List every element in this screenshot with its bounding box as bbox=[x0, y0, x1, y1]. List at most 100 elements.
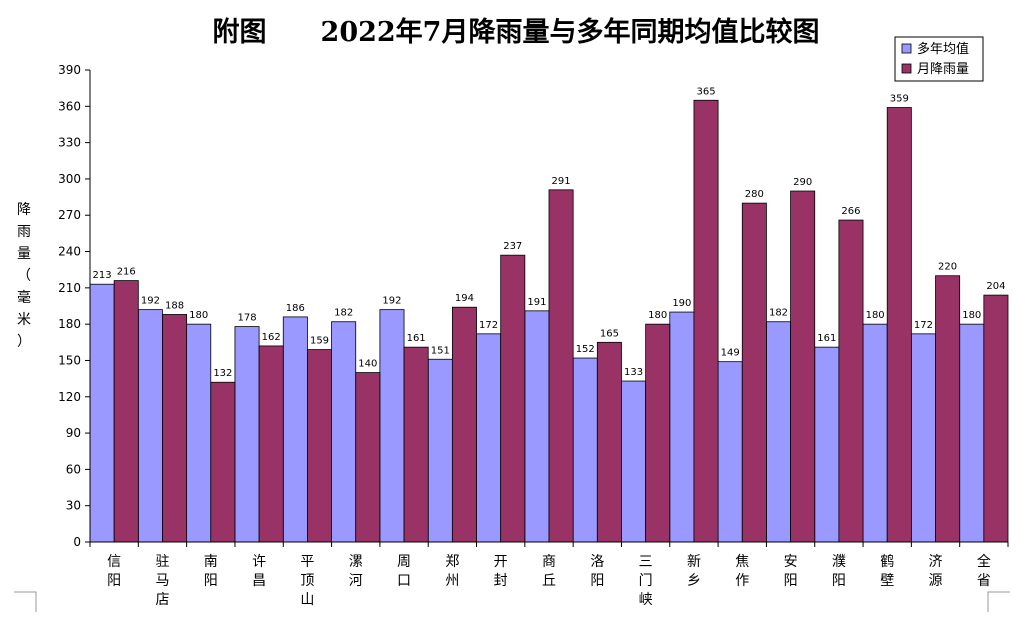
y-axis-label-char: 毫 bbox=[17, 289, 31, 306]
category-label: 信阳 bbox=[107, 554, 121, 589]
bar-avg bbox=[89, 283, 115, 543]
bar-avg bbox=[331, 321, 357, 543]
bar-month bbox=[307, 349, 332, 543]
category-label: 济源 bbox=[929, 554, 943, 589]
y-axis-label-char: 量 bbox=[17, 246, 31, 262]
bars bbox=[89, 99, 1009, 543]
y-tick-label: 360 bbox=[58, 99, 81, 113]
y-tick-label: 30 bbox=[66, 499, 81, 513]
category-label: 焦作 bbox=[735, 554, 749, 589]
category-label: 漯河 bbox=[349, 554, 363, 589]
bar-avg bbox=[766, 321, 791, 543]
y-axis-ticks: 0 30 60 90 120 150 180 210 240 270 300 330 360 390 bbox=[58, 63, 81, 549]
data-label: 180 bbox=[866, 310, 885, 321]
data-label: 180 bbox=[189, 310, 208, 321]
bar-month bbox=[113, 280, 139, 543]
y-tick-label: 120 bbox=[58, 390, 81, 404]
bar-month bbox=[693, 99, 719, 543]
data-label: 216 bbox=[117, 267, 136, 278]
bar-month bbox=[451, 306, 477, 543]
y-tick-label: 240 bbox=[58, 245, 81, 259]
category-label: 三门峡 bbox=[639, 554, 653, 608]
bar-avg bbox=[476, 333, 502, 543]
y-axis-label-char: 米 bbox=[17, 312, 31, 328]
bar-month bbox=[983, 294, 1009, 543]
data-label: 182 bbox=[334, 308, 353, 319]
data-label: 280 bbox=[745, 189, 764, 200]
category-label: 濮阳 bbox=[832, 554, 846, 589]
data-label: 162 bbox=[262, 332, 281, 343]
bar-avg bbox=[234, 326, 260, 543]
legend: 多年均值 月降雨量 bbox=[894, 36, 984, 82]
data-label: 192 bbox=[382, 296, 401, 307]
data-label: 291 bbox=[552, 176, 571, 187]
y-tick-label: 0 bbox=[73, 535, 81, 549]
data-label: 172 bbox=[914, 320, 933, 331]
y-tick-label: 300 bbox=[58, 172, 81, 186]
y-axis-label-char: ） bbox=[17, 334, 31, 350]
data-label: 266 bbox=[841, 206, 860, 217]
category-label: 许昌 bbox=[252, 554, 266, 589]
bar-avg bbox=[717, 361, 743, 543]
data-label: 140 bbox=[358, 359, 377, 370]
bar-avg bbox=[379, 309, 405, 543]
legend-swatch-avg bbox=[901, 43, 912, 54]
y-tick-label: 60 bbox=[66, 462, 81, 476]
data-label: 290 bbox=[793, 177, 812, 188]
category-label: 周口 bbox=[397, 554, 411, 589]
bar-avg bbox=[524, 310, 550, 543]
data-label: 161 bbox=[817, 333, 836, 344]
bar-month bbox=[645, 323, 671, 543]
category-label: 郑州 bbox=[445, 554, 459, 589]
bar-avg bbox=[572, 357, 598, 543]
data-labels: 213 192 180 178 186 182 192 151 172 191 152 133 190 1… bbox=[93, 86, 1006, 379]
y-axis-label-char: 雨 bbox=[17, 224, 31, 240]
y-axis-label: 降雨量 （ 毫米 ） bbox=[17, 202, 31, 350]
data-label: 190 bbox=[672, 298, 691, 309]
category-label: 南阳 bbox=[204, 554, 218, 589]
bar-avg bbox=[959, 323, 985, 543]
bar-month bbox=[838, 219, 864, 543]
bar-avg bbox=[862, 323, 888, 543]
legend-swatch-month bbox=[901, 63, 912, 74]
category-label: 安阳 bbox=[784, 554, 798, 589]
bar-month bbox=[886, 107, 912, 543]
data-label: 182 bbox=[769, 308, 788, 319]
bar-month bbox=[355, 372, 381, 543]
category-label: 全省 bbox=[977, 553, 991, 589]
bar-month bbox=[210, 381, 236, 543]
category-label: 鹤壁 bbox=[880, 554, 894, 589]
category-label: 新乡 bbox=[687, 554, 701, 589]
data-label: 186 bbox=[286, 303, 305, 314]
bar-month bbox=[500, 254, 526, 543]
category-label: 商丘 bbox=[542, 554, 556, 589]
bar-avg bbox=[669, 311, 695, 543]
y-axis-label-char: 降 bbox=[17, 202, 31, 218]
data-label: 194 bbox=[455, 293, 474, 304]
bar-month bbox=[935, 275, 961, 543]
data-label: 204 bbox=[986, 281, 1005, 292]
y-tick-label: 390 bbox=[58, 63, 81, 77]
data-label: 237 bbox=[503, 241, 522, 252]
data-label: 192 bbox=[141, 296, 160, 307]
data-label: 178 bbox=[237, 313, 256, 324]
bar-avg bbox=[186, 323, 212, 543]
data-label: 180 bbox=[648, 310, 667, 321]
y-tick-label: 330 bbox=[58, 136, 81, 150]
y-tick-label: 150 bbox=[58, 353, 81, 367]
bar-month bbox=[596, 341, 622, 543]
bar-avg bbox=[910, 333, 936, 543]
bar-avg bbox=[621, 380, 647, 543]
legend-label-month: 月降雨量 bbox=[917, 62, 969, 77]
category-label: 开封 bbox=[494, 554, 508, 589]
bar-month bbox=[403, 346, 429, 543]
bar-avg bbox=[282, 316, 308, 543]
bar-month bbox=[162, 314, 188, 543]
data-label: 159 bbox=[310, 336, 329, 347]
bar-month bbox=[548, 189, 574, 543]
y-tick-label: 210 bbox=[58, 281, 81, 295]
data-label: 180 bbox=[962, 310, 981, 321]
category-label: 洛阳 bbox=[590, 554, 604, 589]
